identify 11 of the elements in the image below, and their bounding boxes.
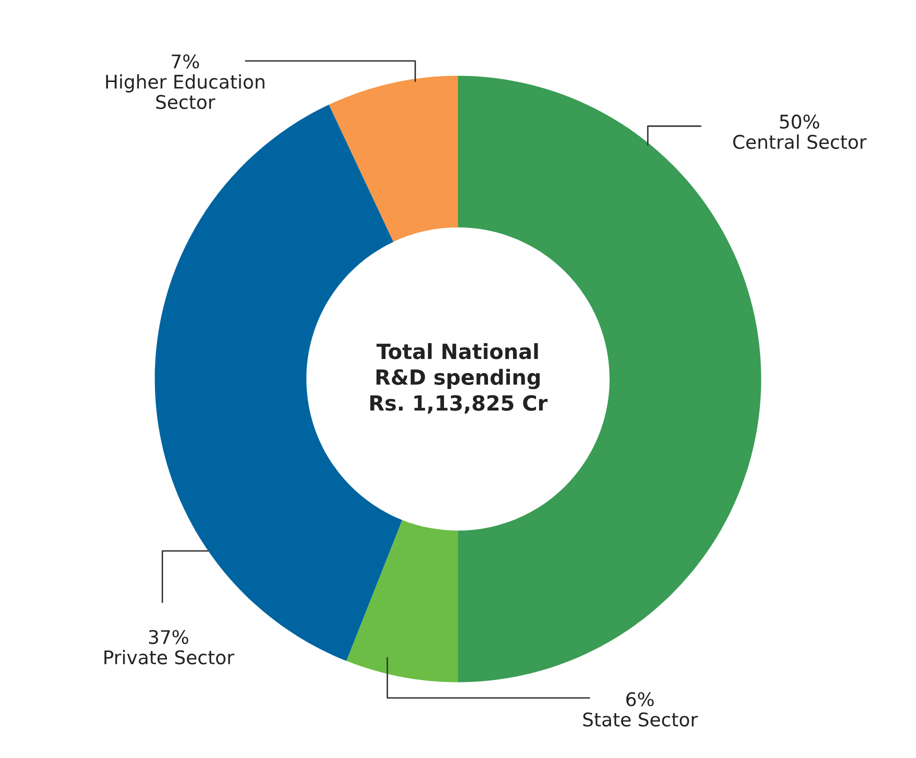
donut-slice — [328, 76, 458, 242]
text: Total National R&D spending Rs. 1,13,825 Cr — [370, 343, 548, 414]
slice-label: Private Sector — [104, 650, 234, 664]
data-label: 37% — [149, 630, 188, 644]
slice-label: State Sector — [583, 712, 698, 727]
slice-label: Central Sector — [733, 134, 867, 149]
donut-slice — [346, 520, 458, 682]
slice-label: Higher Education Sector — [106, 74, 264, 110]
data-label: 7% — [172, 54, 199, 69]
data-label: 50% — [780, 114, 820, 129]
data-label: 6% — [626, 692, 654, 706]
